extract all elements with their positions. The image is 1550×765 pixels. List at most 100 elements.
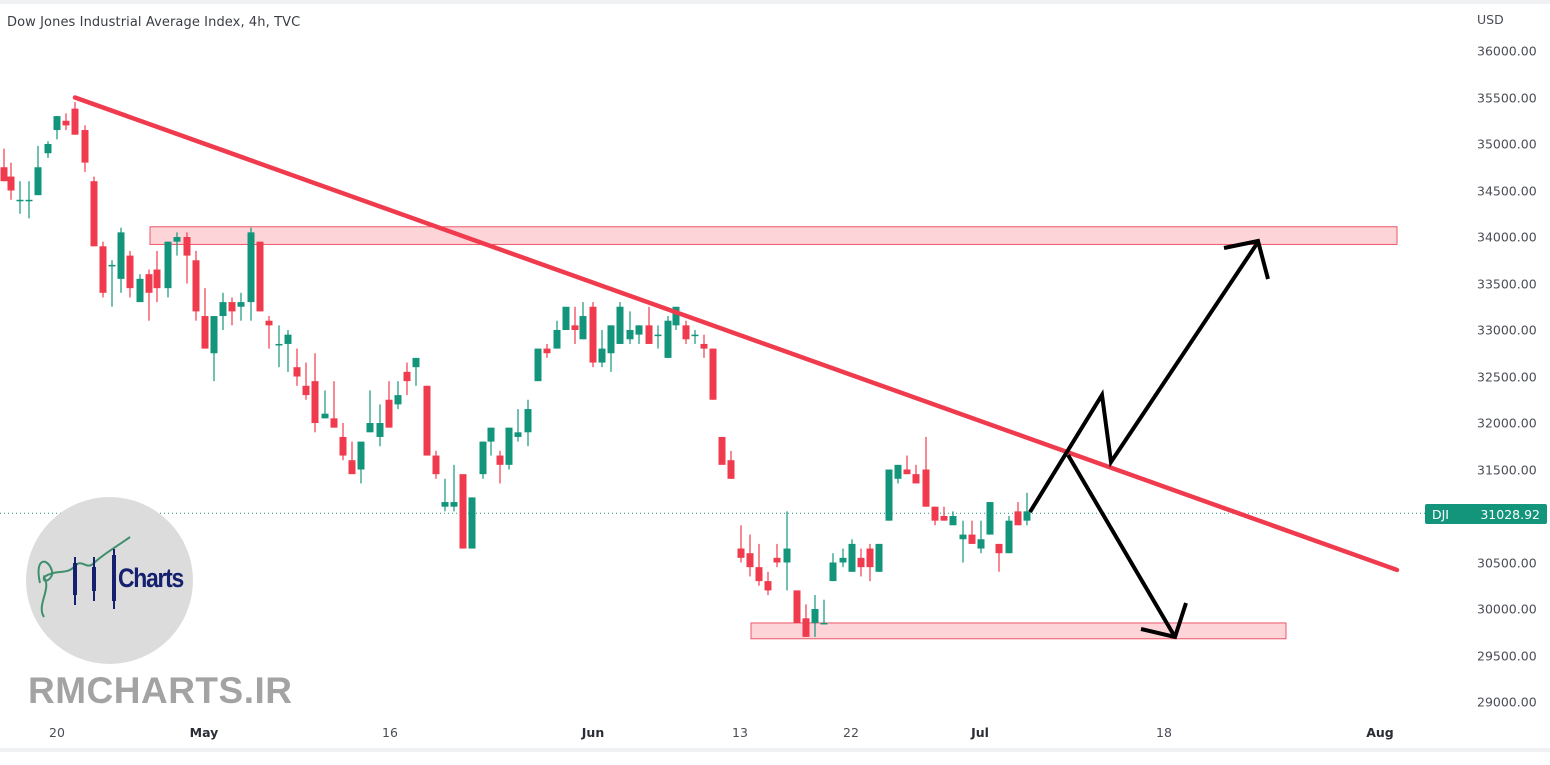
time-tick-label: 16: [382, 725, 398, 740]
candle-body: [459, 474, 467, 549]
candle-body: [1014, 511, 1022, 526]
candle-body: [71, 108, 79, 135]
bottom-border: [0, 748, 1550, 752]
candle-body: [505, 427, 513, 465]
candle-body: [626, 330, 634, 340]
candle-body: [912, 474, 920, 484]
candle-body: [931, 506, 939, 521]
candle-body: [376, 423, 384, 437]
candle-body: [348, 460, 356, 475]
candle-body: [700, 343, 708, 349]
chart-title: Dow Jones Industrial Average Index, 4h, …: [7, 15, 301, 30]
candle-body: [727, 460, 735, 479]
candle-body: [99, 246, 107, 293]
candle-body: [995, 543, 1003, 554]
candle-body: [866, 548, 874, 568]
time-tick-label: Aug: [1366, 725, 1394, 740]
candle-body: [579, 316, 587, 340]
candle-body: [672, 306, 680, 326]
candle-body: [201, 316, 209, 349]
top-border: [0, 0, 1550, 4]
candle-body: [265, 320, 273, 326]
time-tick-label: Jul: [971, 725, 989, 740]
logo-candles-icon: [37, 536, 131, 618]
candle-body: [645, 325, 653, 344]
candle-body: [441, 502, 449, 507]
price-tick-label: 32000.00: [1477, 415, 1537, 431]
time-tick-label: 13: [732, 725, 748, 740]
candle-body: [968, 534, 976, 544]
candle-body: [256, 241, 264, 312]
candle-body: [450, 502, 458, 507]
price-tick-label: 29000.00: [1477, 694, 1537, 710]
candle-body: [284, 334, 292, 344]
candle-body: [783, 548, 791, 563]
candle-body: [885, 469, 893, 521]
candle-body: [848, 543, 856, 572]
candle-body: [412, 357, 420, 368]
candle-body: [534, 348, 542, 382]
candle-body: [90, 181, 98, 247]
candle-body: [423, 385, 431, 456]
candle-body: [562, 306, 570, 330]
candle-body: [857, 557, 865, 568]
support-zone: [750, 622, 1287, 640]
candle-body: [7, 176, 15, 191]
candle-body: [654, 334, 662, 337]
candle-body: [108, 264, 116, 267]
candle-body: [117, 232, 125, 279]
price-tick-label: 29500.00: [1477, 648, 1537, 663]
candle-body: [81, 130, 89, 163]
candle-body: [737, 548, 745, 558]
price-tick-label: 36000.00: [1477, 43, 1537, 59]
candle-body: [228, 302, 236, 312]
candle-body: [553, 330, 561, 349]
last-price-badge: DJI 31028.92: [1425, 504, 1547, 524]
candle-body: [237, 302, 245, 307]
candle-body: [479, 441, 487, 475]
candle-body: [718, 436, 726, 465]
candle-body: [126, 255, 134, 289]
candle-body: [839, 557, 847, 563]
resistance-zone: [149, 226, 1398, 245]
candle-body: [589, 306, 597, 363]
last-price-value: 31028.92: [1480, 506, 1540, 522]
time-tick-label: 20: [49, 725, 65, 740]
arrowhead-down-icon: [1140, 602, 1188, 640]
price-tick-label: 33000.00: [1477, 322, 1537, 338]
candle-body: [811, 609, 819, 623]
price-tick-label: 35500.00: [1477, 90, 1537, 105]
candle-body: [773, 557, 781, 563]
watermark-text: RMCHARTS.IR: [28, 670, 293, 711]
candle-body: [598, 348, 606, 363]
candle-body: [691, 334, 699, 337]
candle-body: [543, 348, 551, 354]
last-price-symbol: DJI: [1432, 506, 1449, 522]
candle-body: [664, 320, 672, 358]
candle-body: [764, 581, 772, 591]
candle-body: [514, 432, 522, 437]
trendline: [72, 95, 1400, 573]
candle-body: [0, 167, 8, 182]
price-tick-label: 33500.00: [1477, 276, 1537, 291]
candle-body: [793, 590, 801, 623]
candle-body: [183, 237, 191, 256]
candle-body: [940, 516, 948, 521]
candle-body: [62, 120, 70, 126]
candle-body: [192, 260, 200, 312]
price-tick-label: 34000.00: [1477, 229, 1537, 245]
candle-body: [164, 241, 172, 289]
time-tick-label: May: [189, 725, 219, 740]
currency-label: USD: [1477, 12, 1504, 27]
candle-body: [820, 622, 828, 625]
candle-body: [977, 539, 985, 549]
price-tick-label: 35000.00: [1477, 136, 1537, 152]
candle-body: [1005, 520, 1013, 554]
candle-body: [321, 413, 329, 419]
candle-body: [385, 399, 393, 428]
candle-body: [311, 381, 319, 423]
candle-body: [903, 469, 911, 475]
candle-body: [571, 325, 579, 330]
candle-body: [616, 306, 624, 344]
